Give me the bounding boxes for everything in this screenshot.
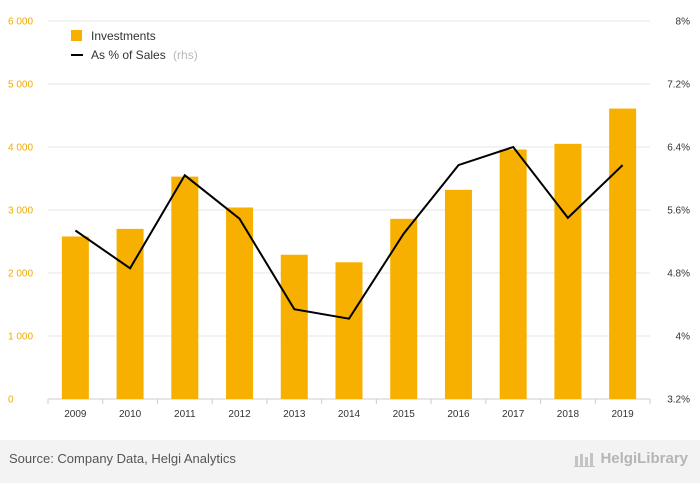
x-tick-label: 2013	[283, 409, 306, 420]
legend[interactable]: Investments As % of Sales (rhs)	[71, 29, 198, 62]
chart: 0 1 000 2 000 3 000 4 000 5 000 6 000 3.2% 4% 4.…	[8, 17, 690, 421]
bar-2015	[390, 218, 418, 399]
footer: Source: Company Data, Helgi Analytics He…	[0, 440, 700, 483]
left-tick-label: 1 000	[8, 332, 33, 343]
bar-2009	[61, 236, 89, 399]
bar-2016	[444, 189, 472, 399]
x-tick-label: 2009	[64, 409, 87, 420]
x-tick-label: 2015	[393, 409, 416, 420]
x-tick-label: 2010	[119, 409, 142, 420]
bar-2010	[116, 228, 144, 399]
right-tick-label: 5.6%	[667, 206, 690, 217]
legend-label-investments: Investments	[91, 29, 156, 43]
bar-2011	[171, 176, 199, 399]
right-tick-label: 4.8%	[667, 269, 690, 280]
legend-label-rhs: (rhs)	[173, 48, 198, 62]
bar-2017	[499, 149, 527, 399]
bar-2019	[609, 108, 637, 399]
gridlines	[47, 20, 651, 404]
right-tick-label: 3.2%	[667, 395, 690, 406]
left-tick-label: 4 000	[8, 143, 33, 154]
legend-label-percent-of-sales-name: As % of Sales	[91, 48, 166, 62]
legend-swatch-investments	[71, 30, 82, 41]
x-tick-label: 2019	[612, 409, 635, 420]
bar-2013	[280, 254, 308, 399]
bar-2012	[226, 207, 254, 399]
bar-series-investments	[61, 108, 637, 399]
library-icon	[574, 452, 596, 467]
right-axis: 3.2% 4% 4.8% 5.6% 6.4% 7.2% 8%	[667, 17, 690, 406]
brand[interactable]: HelgiLibrary	[574, 450, 688, 467]
x-tick-label: 2017	[502, 409, 525, 420]
left-axis: 0 1 000 2 000 3 000 4 000 5 000 6 000	[8, 17, 33, 406]
x-tick-label: 2012	[228, 409, 251, 420]
left-tick-label: 5 000	[8, 80, 33, 91]
x-tick-label: 2014	[338, 409, 361, 420]
legend-label-percent-of-sales: As % of Sales (rhs)	[91, 48, 198, 62]
x-tick-label: 2018	[557, 409, 580, 420]
x-tick-label: 2011	[174, 409, 196, 420]
left-tick-label: 2 000	[8, 269, 33, 280]
right-tick-label: 4%	[676, 332, 691, 343]
left-tick-label: 0	[8, 395, 14, 406]
x-tick-label: 2016	[447, 409, 470, 420]
bar-2018	[554, 143, 582, 399]
bar-2014	[335, 262, 363, 399]
line-path	[74, 145, 624, 320]
x-axis: 2009 2010 2011 2012 2013 2014 2015 2016 2017 2018…	[64, 409, 634, 420]
right-tick-label: 8%	[676, 17, 691, 28]
line-series-percent-of-sales	[74, 145, 624, 320]
left-tick-label: 3 000	[8, 206, 33, 217]
right-tick-label: 6.4%	[667, 143, 690, 154]
brand-name: HelgiLibrary	[600, 450, 688, 467]
right-tick-label: 7.2%	[667, 80, 690, 91]
source-text: Source: Company Data, Helgi Analytics	[9, 451, 236, 466]
left-tick-label: 6 000	[8, 17, 33, 28]
